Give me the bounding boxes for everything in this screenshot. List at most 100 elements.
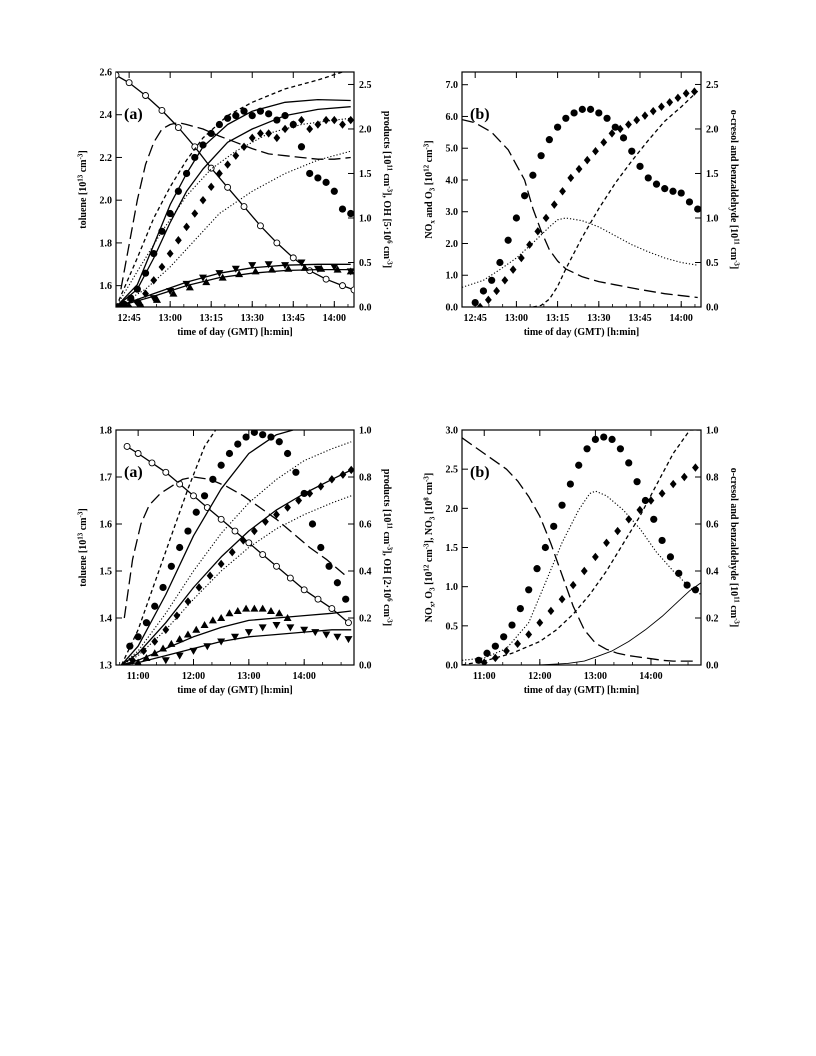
series-8-solid-line [121, 610, 352, 665]
y-right-tick-label: 0.8 [706, 473, 719, 484]
series-4-short-dash-line [532, 90, 699, 307]
series-1-filled-circle-point [537, 152, 545, 160]
series-4-filled-triangle-up-point [200, 621, 209, 629]
series-1-filled-circle-point [591, 435, 599, 443]
series-3-filled-diamond-point [207, 182, 215, 192]
series-3-filled-diamond-point [183, 222, 190, 232]
series-2-filled-circle-point [151, 602, 159, 610]
series-1-open-circle-line-line [126, 445, 349, 624]
series-5-filled-triangle-down-point [244, 629, 253, 637]
y-left-tick-label: 1.4 [100, 614, 113, 625]
series-3-filled-diamond-point [184, 597, 192, 606]
series-3-filled-diamond-point [217, 559, 225, 569]
series-2-filled-diamond-point [501, 276, 509, 285]
series-2-filled-circle-point [166, 209, 174, 218]
series-1-open-circle-line-point [350, 286, 354, 294]
series-2-filled-circle-point [297, 143, 306, 151]
series-13-long-dash-line [120, 122, 351, 290]
panel-label: (a) [124, 464, 143, 481]
series-2-filled-circle-point [176, 543, 184, 552]
y-left-tick-label: 1.7 [100, 473, 113, 484]
series-2-filled-diamond-point [536, 618, 544, 627]
y-left-tick-label: 3.0 [446, 207, 459, 218]
series-2-filled-diamond-point [534, 227, 542, 236]
y-right-axis-label: products [1011 cm-3], OH [2·106 cm-3] [381, 469, 394, 626]
series-2-filled-diamond-point [558, 595, 566, 604]
y-left-tick-label: 3.0 [446, 426, 459, 437]
x-tick-label: 13:00 [505, 313, 528, 324]
x-tick-label: 11:00 [473, 671, 496, 682]
x-tick-label: 13:45 [282, 313, 305, 324]
series-1-open-circle-line-point [259, 551, 267, 558]
series-1-open-circle-line-point [256, 222, 264, 230]
series-6-solid-line [121, 430, 294, 665]
series-2-filled-diamond-point [625, 515, 633, 524]
series-1-filled-circle-point [525, 586, 533, 594]
series-5-filled-triangle-down-point [175, 652, 184, 660]
series-2-filled-circle-point [126, 642, 134, 650]
series-3-filled-diamond-point [239, 536, 247, 545]
x-tick-label: 13:45 [628, 313, 651, 324]
series-2-filled-diamond-point [633, 115, 641, 125]
y-right-tick-label: 1.5 [706, 169, 719, 180]
series-1-open-circle-line-point [322, 275, 330, 283]
series-3-long-dash-line [462, 437, 696, 662]
series-3-filled-diamond-point [199, 195, 207, 205]
series-2-filled-diamond-point [569, 580, 577, 590]
series-2-filled-circle-point [342, 595, 350, 603]
series-9-solid-line [121, 629, 352, 665]
series-2-filled-circle-point [199, 141, 207, 149]
series-3-filled-diamond-point [166, 249, 174, 258]
x-axis-label: time of day (GMT) [h:min] [177, 685, 293, 696]
series-1-open-circle-line-point [134, 450, 142, 457]
series-5-dotted-line [462, 217, 698, 288]
x-axis-label: time of day (GMT) [h:min] [524, 327, 640, 338]
series-1-open-circle-line-point [217, 515, 225, 523]
series-2-filled-circle-point [283, 449, 292, 458]
series-2-filled-diamond-point [547, 606, 555, 616]
series-2-filled-diamond-point [669, 479, 677, 489]
series-5-filled-triangle-down-point [231, 633, 239, 641]
series-3-filled-diamond-point [173, 611, 181, 620]
series-1-open-circle-line-point [158, 107, 166, 114]
y-left-tick-label: 6.0 [446, 112, 459, 123]
series-1-open-circle-line-point [207, 164, 215, 172]
series-2-filled-diamond-point [525, 630, 533, 639]
series-1-filled-circle-point [677, 189, 685, 197]
series-5-filled-triangle-down-point [300, 626, 309, 634]
series-2-filled-diamond-point [567, 173, 575, 183]
series-3-filled-diamond-point [265, 129, 273, 138]
series-1-open-circle-line-point [245, 539, 253, 547]
series-1-filled-circle-point [675, 569, 683, 577]
x-tick-label: 14:00 [670, 313, 693, 324]
series-3-filled-diamond-point [273, 510, 280, 519]
x-axis-label: time of day (GMT) [h:min] [524, 685, 640, 696]
x-tick-label: 14:00 [639, 671, 662, 682]
series-1-filled-circle-point [619, 134, 628, 142]
series-1-open-circle-line-point [300, 586, 308, 594]
series-3-filled-diamond-point [191, 209, 199, 218]
y-right-tick-label: 0.6 [359, 520, 372, 531]
plot-frame [461, 71, 702, 308]
series-4-filled-triangle-down-point [264, 261, 273, 269]
y-left-tick-label: 0.0 [446, 303, 459, 314]
series-1-filled-circle-point [652, 180, 661, 188]
series-4-filled-triangle-down-point [231, 265, 240, 273]
series-3-filled-diamond-point [216, 169, 223, 178]
y-left-tick-label: 1.8 [100, 238, 113, 249]
x-axis-label: time of day (GMT) [h:min] [177, 327, 293, 338]
series-1-filled-circle-point [533, 565, 541, 573]
series-7-solid-line [116, 106, 351, 307]
series-5-filled-triangle-down-point [258, 624, 267, 632]
series-3-filled-diamond-point [248, 133, 256, 143]
series-2-filled-diamond-point [600, 138, 608, 147]
series-1-filled-circle-point [545, 136, 553, 144]
y-left-axis-label: toluene [1013 cm-3] [77, 508, 90, 586]
series-3-filled-diamond-point [314, 120, 322, 129]
series-7-solid-line [121, 469, 352, 665]
y-left-tick-label: 2.4 [100, 110, 113, 121]
series-3-filled-diamond-point [257, 129, 264, 138]
x-tick-label: 13:00 [584, 671, 607, 682]
series-1-open-circle-line-point [345, 619, 352, 627]
series-3-filled-diamond-point [158, 262, 166, 272]
